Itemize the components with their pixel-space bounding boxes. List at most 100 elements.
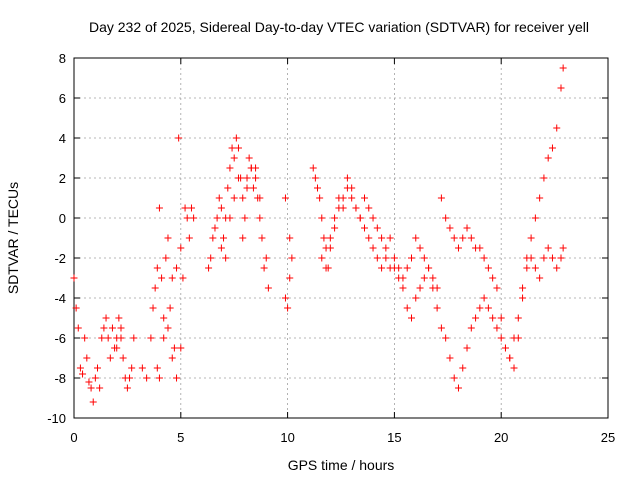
data-point (378, 234, 386, 242)
data-point (386, 264, 394, 272)
data-point (138, 364, 146, 372)
data-point (245, 154, 253, 162)
data-point (160, 314, 168, 322)
y-tick-label: 0 (59, 211, 66, 226)
data-point (164, 324, 172, 332)
data-point (544, 244, 552, 252)
data-point (100, 324, 108, 332)
data-point (382, 254, 390, 262)
data-point (264, 284, 272, 292)
data-point (177, 244, 185, 252)
data-point (168, 274, 176, 282)
data-point (281, 294, 289, 302)
data-point (548, 254, 556, 262)
data-point (89, 398, 97, 406)
data-point (437, 324, 445, 332)
data-point (335, 204, 343, 212)
data-point (318, 254, 326, 262)
data-point (83, 354, 91, 362)
data-point (76, 364, 84, 372)
data-point (222, 254, 230, 262)
data-point (79, 370, 87, 378)
data-point (348, 184, 356, 192)
data-point (158, 274, 166, 282)
data-point (81, 334, 89, 342)
data-point (442, 214, 450, 222)
data-point (416, 284, 424, 292)
data-point (480, 254, 488, 262)
data-point (151, 284, 159, 292)
data-point (531, 264, 539, 272)
data-point (510, 364, 518, 372)
data-point (209, 234, 217, 242)
data-point (175, 134, 183, 142)
data-point (256, 194, 264, 202)
x-tick-label: 0 (70, 430, 77, 445)
data-point (386, 234, 394, 242)
data-point (316, 194, 324, 202)
data-point (243, 184, 251, 192)
data-point (390, 254, 398, 262)
data-point (96, 384, 104, 392)
data-point (557, 84, 565, 92)
data-point (320, 234, 328, 242)
data-point (164, 234, 172, 242)
data-point (322, 264, 330, 272)
data-point (463, 224, 471, 232)
data-point (559, 244, 567, 252)
data-point (284, 304, 292, 312)
data-points (70, 64, 567, 406)
data-point (155, 204, 163, 212)
data-point (326, 244, 334, 252)
data-point (286, 234, 294, 242)
data-point (446, 224, 454, 232)
y-axis-label: SDTVAR / TECUs (5, 182, 21, 294)
data-point (149, 304, 157, 312)
data-point (544, 154, 552, 162)
data-point (450, 374, 458, 382)
data-point (467, 234, 475, 242)
data-point (429, 274, 437, 282)
data-point (407, 314, 415, 322)
data-point (433, 304, 441, 312)
data-point (309, 164, 317, 172)
data-point (459, 364, 467, 372)
data-point (143, 374, 151, 382)
data-point (260, 264, 268, 272)
data-point (249, 184, 257, 192)
data-point (93, 364, 101, 372)
data-point (262, 254, 270, 262)
data-point (106, 354, 114, 362)
data-point (117, 324, 125, 332)
data-point (489, 314, 497, 322)
data-point (160, 334, 168, 342)
data-point (258, 234, 266, 242)
data-point (442, 334, 450, 342)
data-point (531, 214, 539, 222)
data-point (311, 174, 319, 182)
data-point (399, 284, 407, 292)
data-point (207, 254, 215, 262)
data-point (403, 304, 411, 312)
data-point (234, 144, 242, 152)
data-point (241, 214, 249, 222)
data-point (181, 204, 189, 212)
x-tick-label: 15 (387, 430, 401, 445)
data-point (239, 194, 247, 202)
data-point (348, 194, 356, 202)
data-point (288, 254, 296, 262)
data-point (382, 244, 390, 252)
data-point (170, 344, 178, 352)
data-point (459, 234, 467, 242)
data-point (510, 334, 518, 342)
data-point (399, 274, 407, 282)
data-point (356, 214, 364, 222)
data-point (252, 174, 260, 182)
data-point (437, 194, 445, 202)
data-point (205, 264, 213, 272)
y-tick-label: -10 (47, 411, 66, 426)
data-point (70, 274, 78, 282)
data-point (281, 194, 289, 202)
x-tick-label: 20 (494, 430, 508, 445)
